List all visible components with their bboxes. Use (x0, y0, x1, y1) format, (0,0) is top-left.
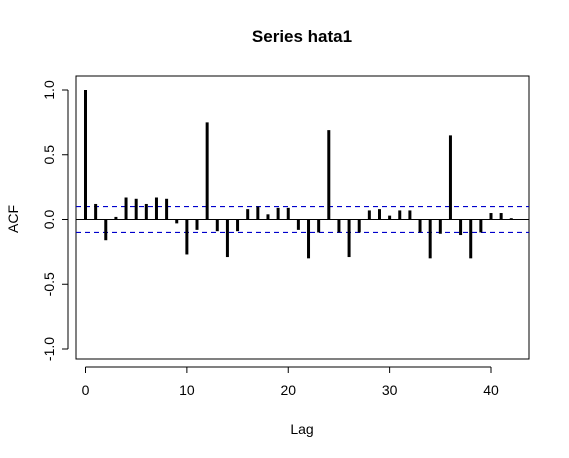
plot-frame (75, 75, 530, 360)
y-tick-label: 1.0 (41, 80, 57, 100)
chart-title: Series hata1 (252, 27, 352, 46)
x-tick-label: 0 (82, 382, 90, 398)
x-tick-label: 30 (382, 382, 398, 398)
x-axis-label: Lag (290, 421, 313, 437)
plot-area: 0 10 20 30 40 -1.0 -0.5 0.0 0.5 1.0 (41, 75, 530, 398)
y-axis-label: ACF (5, 205, 21, 233)
x-tick-label: 10 (179, 382, 195, 398)
y-tick-label: 0.5 (41, 145, 57, 165)
x-tick-label: 20 (280, 382, 296, 398)
x-tick-label: 40 (483, 382, 499, 398)
y-tick-label: -0.5 (41, 272, 57, 296)
y-tick-label: -1.0 (41, 337, 57, 361)
y-tick-label: 0.0 (41, 210, 57, 230)
